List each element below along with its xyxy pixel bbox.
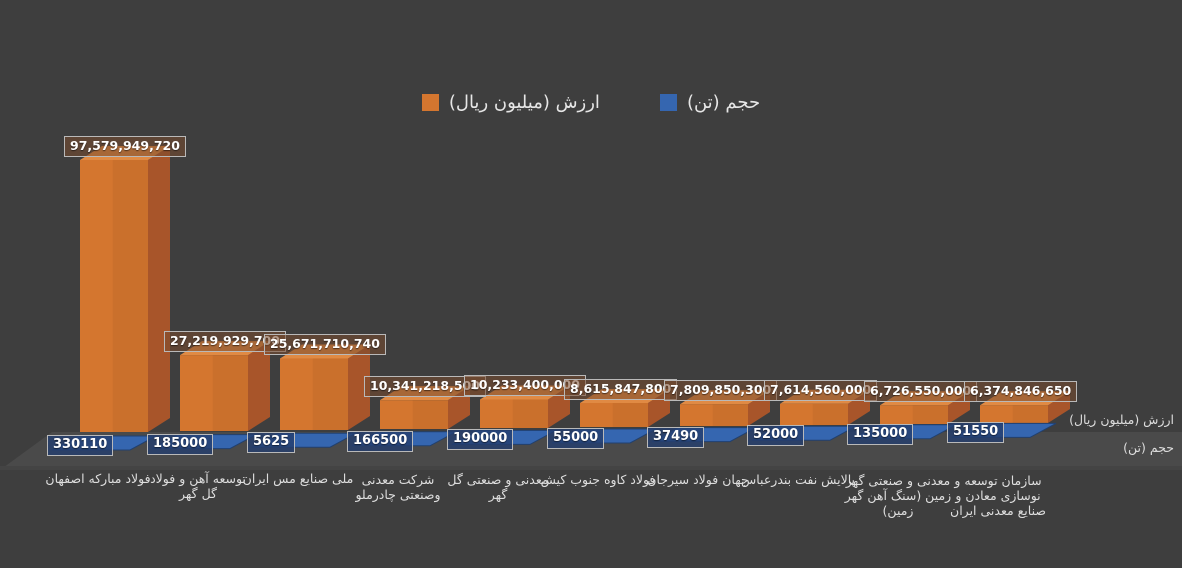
bar-shading — [912, 405, 948, 424]
category-label: سازمان توسعه و نوسازی معادن و صنایع معدن… — [950, 472, 1046, 518]
bar-shading — [712, 404, 748, 426]
legend-swatch-value — [421, 94, 439, 111]
category-label: فولاد مبارکه اصفهان — [45, 471, 151, 486]
bar-value-label: 7,614,560,000 — [764, 379, 878, 401]
bar-front-face — [180, 355, 248, 431]
category-label: توسعه آهن و فولاد گل گهر — [150, 471, 246, 502]
bar-value-label: 6,726,550,000 — [864, 381, 978, 403]
bar-front-face — [280, 358, 348, 430]
bar-front-face — [580, 402, 648, 427]
category-label: فولاد کاوه جنوب کیش — [540, 472, 656, 487]
chart-legend: ارزش (میلیون ریال) حجم (تن) — [0, 92, 1182, 113]
bar-shading — [1012, 405, 1048, 423]
bar-side-face — [348, 344, 370, 430]
bar-front-face — [480, 399, 548, 428]
bar-front-face — [80, 160, 148, 432]
bar-side-face — [248, 341, 270, 431]
legend-swatch-volume — [659, 94, 677, 111]
legend-label-volume: حجم (تن) — [686, 92, 761, 113]
bar-shading — [412, 400, 448, 429]
volume-value-label: 330110 — [47, 435, 114, 456]
bar-value-label: 25,671,710,740 — [264, 334, 386, 356]
category-label: پالایش نفت بندرعباس — [740, 472, 855, 488]
volume-value-label: 5625 — [247, 432, 296, 454]
category-label: جهان فولاد سیرجان — [647, 472, 749, 488]
bar-shading — [212, 355, 248, 431]
bar-value-label: 10,233,400,000 — [464, 375, 586, 397]
bar-shading — [612, 402, 648, 427]
legend-item-value[interactable]: ارزش (میلیون ریال) — [421, 92, 600, 113]
bar-side-face — [148, 146, 170, 432]
category-label: معدنی و صنعتی گهر زمین (سنگ آهن گهر زمین… — [844, 472, 952, 518]
bar-shading — [112, 160, 148, 432]
volume-value-label: 190000 — [447, 429, 514, 451]
volume-value-label: 51550 — [947, 422, 1005, 444]
axis-title-volume: حجم (تن) — [1123, 440, 1174, 455]
bar-value-label: 6,374,846,650 — [964, 381, 1078, 403]
bar-front-face — [680, 404, 748, 426]
volume-value-label: 52000 — [747, 425, 805, 447]
volume-value-label: 37490 — [647, 426, 705, 448]
volume-value-label: 166500 — [347, 430, 414, 452]
bar-front-face — [380, 400, 448, 429]
bar-front-face — [780, 403, 848, 425]
bar-value-label: 7,809,850,300 — [664, 380, 778, 402]
category-label: ملی صنایع مس ایران — [242, 471, 354, 487]
volume-value-label: 135000 — [847, 423, 914, 445]
bar-value-label: 97,579,949,720 — [64, 136, 186, 157]
axis-title-value: ارزش (میلیون ریال) — [1069, 412, 1174, 427]
legend-label-value: ارزش (میلیون ریال) — [448, 92, 600, 113]
bar-value-label: 8,615,847,800 — [564, 378, 678, 400]
bar-front-face — [980, 405, 1048, 423]
volume-value-label: 185000 — [147, 433, 214, 455]
bar-shading — [312, 358, 348, 430]
volume-value-label: 55000 — [547, 428, 605, 449]
category-label: شرکت معدنی وصنعتی چادرملو — [355, 471, 441, 502]
legend-item-volume[interactable]: حجم (تن) — [659, 92, 761, 113]
bar-front-face — [880, 405, 948, 424]
bar-value-label: 10,341,218,500 — [364, 376, 486, 398]
bar-shading — [812, 403, 848, 425]
category-label: معدنی و صنعتی گل گهر — [447, 471, 549, 502]
bar-shading — [512, 399, 548, 428]
